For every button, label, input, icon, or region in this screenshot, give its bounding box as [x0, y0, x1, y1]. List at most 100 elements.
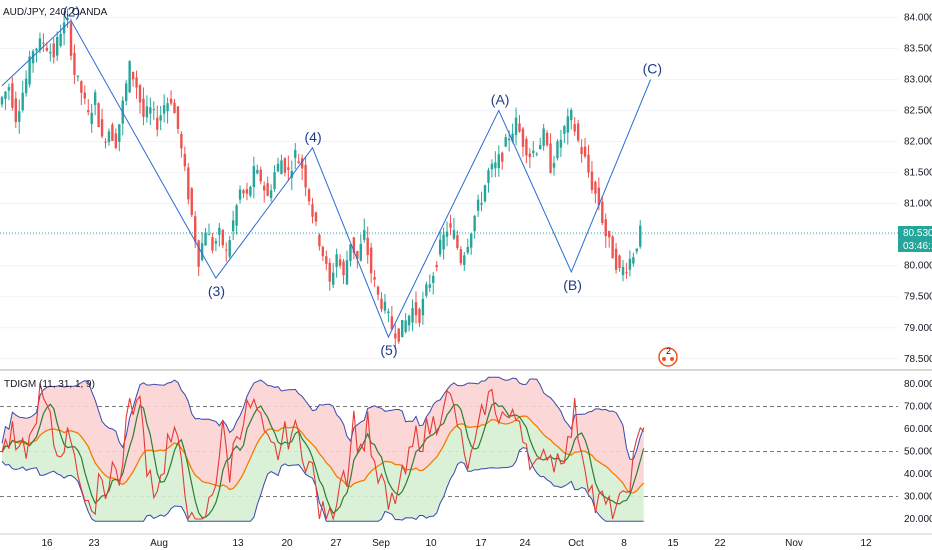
candle-body — [294, 150, 297, 158]
candle-body — [169, 98, 173, 104]
candle-body — [480, 202, 483, 205]
candle-body — [425, 284, 428, 296]
candle-body — [576, 123, 580, 141]
candle-body — [518, 123, 521, 132]
candle-body — [149, 107, 152, 114]
candle-body — [180, 134, 183, 149]
candle-body — [197, 240, 200, 267]
candle-body — [276, 163, 280, 172]
time-tick-label: 20 — [281, 538, 293, 549]
candle-body — [497, 154, 500, 168]
candle-body — [369, 247, 373, 274]
candle-body — [263, 185, 266, 191]
tdi-signal-line — [1, 402, 645, 519]
candle-body — [145, 106, 149, 118]
candle-body — [328, 262, 331, 282]
candle-body — [231, 220, 235, 232]
candle-body — [570, 110, 573, 121]
events-badge[interactable]: 2 — [658, 346, 678, 367]
candle-body — [266, 183, 269, 196]
candle-body — [7, 87, 11, 91]
candle-body — [556, 141, 559, 159]
candle-body — [380, 298, 383, 310]
events-badge-count: 2 — [666, 346, 671, 356]
candle-body — [4, 91, 7, 99]
candle-body — [590, 171, 594, 190]
candle-body — [545, 132, 549, 146]
wave-label: (5) — [380, 342, 397, 358]
candle-body — [287, 167, 290, 170]
indicator-axis: 80.000 70.000 60.000 50.000 40.000 30.000 20.0… — [904, 379, 932, 525]
candle-body — [418, 309, 421, 323]
candle-body — [394, 333, 397, 339]
candle-body — [218, 227, 221, 235]
candle-body — [397, 328, 400, 342]
candle-body — [404, 320, 407, 332]
candle-body — [87, 110, 90, 113]
price-tick-label: 82.000 — [904, 137, 932, 148]
lower-band-line — [1, 447, 644, 522]
candle-body — [252, 166, 256, 187]
candle-body — [559, 139, 563, 148]
candle-body — [490, 163, 494, 170]
candle-body — [66, 18, 69, 21]
indicator-tick-label: 40.000 — [904, 469, 932, 480]
price-tick-label: 78.500 — [904, 354, 932, 365]
last-price-label: 80.530 03:46:12 — [898, 226, 932, 252]
wave-label: (3) — [208, 283, 225, 299]
price-tick-label: 84.000 — [904, 12, 932, 23]
time-tick-label: 8 — [621, 538, 627, 549]
candle-body — [100, 119, 104, 137]
candle-body — [314, 212, 318, 222]
candle-body — [639, 225, 642, 247]
candle-body — [407, 315, 411, 326]
candle-body — [566, 116, 569, 133]
candle-body — [49, 51, 52, 54]
candle-body — [290, 170, 293, 178]
candle-body — [52, 43, 55, 58]
candle-body — [618, 255, 621, 268]
candle-body — [0, 97, 4, 105]
candle-body — [539, 145, 542, 150]
price-tick-label: 81.000 — [904, 199, 932, 210]
time-tick-label: 12 — [860, 538, 872, 549]
candle-body — [525, 138, 528, 156]
time-tick-label: 16 — [41, 538, 53, 549]
candle-body — [204, 232, 207, 246]
wave-label: (C) — [643, 60, 662, 76]
candle-body — [594, 181, 597, 194]
candle-body — [563, 126, 566, 134]
symbol-title: AUD/JPY, 240, OANDA — [3, 7, 108, 18]
candle-body — [476, 199, 480, 211]
candle-body — [211, 237, 214, 251]
indicator-tick-label: 50.000 — [904, 447, 932, 458]
candle-body — [259, 169, 262, 182]
time-tick-label: 23 — [88, 538, 100, 549]
price-tick-label: 83.500 — [904, 43, 932, 54]
candle-body — [535, 153, 538, 155]
candle-body — [138, 85, 142, 103]
candle-body — [552, 163, 556, 168]
candle-body — [632, 257, 635, 264]
candle-body — [80, 81, 83, 93]
candle-body — [421, 298, 425, 316]
wave-label: (4) — [305, 129, 322, 145]
candle-body — [625, 272, 628, 274]
indicator-panel — [0, 376, 898, 522]
price-tick-label: 79.000 — [904, 323, 932, 334]
candle-body — [235, 205, 238, 226]
candle-body — [459, 249, 463, 264]
candle-body — [56, 36, 59, 56]
candle-body — [452, 230, 456, 239]
candle-body — [104, 141, 107, 143]
candle-body — [28, 56, 31, 85]
candle-body — [338, 259, 342, 266]
candle-body — [511, 133, 514, 142]
elliott-wave-labels: (2) (3) (4) (5) (A) (B) (C) — [63, 4, 662, 359]
candle-body — [111, 124, 114, 141]
candle-body — [93, 92, 97, 105]
candle-body — [159, 115, 162, 121]
time-tick-label: Nov — [785, 538, 803, 549]
candle-body — [228, 240, 231, 257]
